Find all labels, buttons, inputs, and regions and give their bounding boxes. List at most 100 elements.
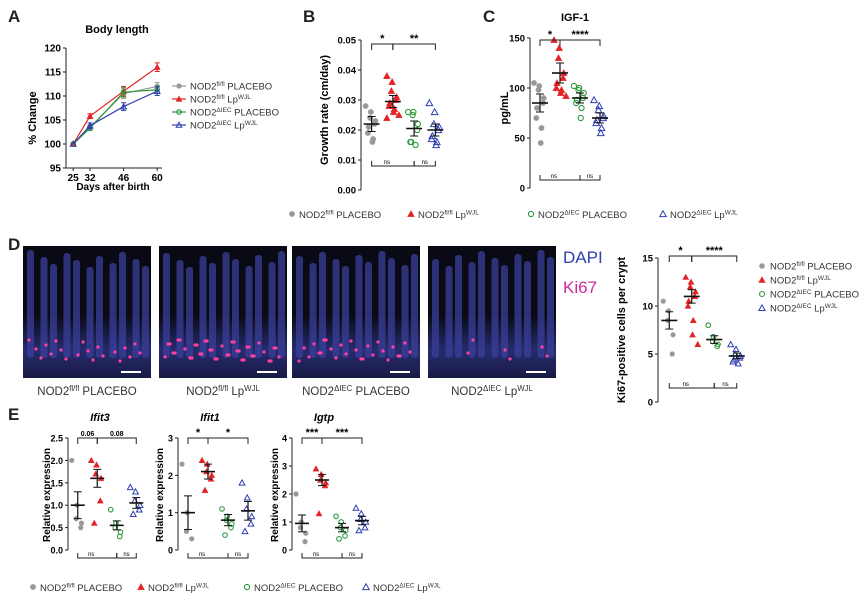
legend-marker <box>289 211 295 217</box>
chart-a-plot-area: 95 100 105 110 115 120 25 32 46 60 <box>44 44 163 185</box>
chart-d-legend-label-suffix: PLACEBO <box>811 290 859 301</box>
villus <box>86 267 94 358</box>
ns-bracket <box>301 553 343 559</box>
ki67-positive-cell <box>545 354 549 358</box>
ki67-positive-cell <box>508 357 512 361</box>
chart-a-legend-label-suffix: Lp <box>231 121 244 132</box>
igtp-scatter: Igtp Relative expression 0 1 2 3 4 *** *** ns ns <box>270 412 370 559</box>
chart-b-ylabel: Growth rate (cm/day) <box>319 55 331 165</box>
ns-bracket <box>539 175 581 181</box>
villus <box>342 266 349 358</box>
ns-bracket <box>413 161 436 167</box>
villus <box>514 254 522 358</box>
ytick-label: 0 <box>648 398 653 409</box>
villus <box>378 251 386 358</box>
ki67-positive-cell <box>319 351 323 355</box>
micrograph-label: NOD2ΔIEC LpWJL <box>451 384 533 398</box>
ki67-positive-cell <box>138 351 142 355</box>
ytick-label: 1.5 <box>50 478 63 488</box>
ki67-positive-cell <box>247 345 251 349</box>
chart-a-legend-label-suffix: PLACEBO <box>231 108 279 119</box>
villus <box>73 260 80 358</box>
data-point <box>535 87 542 93</box>
significance-label: 0.08 <box>110 431 124 438</box>
ki67-positive-cell <box>44 343 48 347</box>
chart-a-series-line <box>72 90 158 145</box>
bottom-legend-label-base: NOD2 <box>148 583 174 594</box>
data-point <box>365 124 372 130</box>
data-point <box>689 331 696 338</box>
ki67-positive-cell <box>59 348 63 352</box>
significance-label: **** <box>571 29 589 41</box>
chart-d-ylabel: Ki67-positive cells per crypt <box>616 257 628 403</box>
data-point <box>389 108 398 115</box>
villus <box>40 257 48 358</box>
bottom-legend-label-sup: fl/fl <box>174 583 182 590</box>
data-point <box>342 533 348 539</box>
ytick-label: 0.5 <box>50 523 63 533</box>
ki67-positive-cell <box>466 351 470 355</box>
ki67-positive-cell <box>386 358 390 362</box>
significance-bracket <box>77 437 98 444</box>
ki67-positive-cell <box>232 340 236 344</box>
ki67-positive-cell <box>503 348 507 352</box>
ytick-label: 0 <box>168 546 173 556</box>
ns-label: ns <box>313 552 319 558</box>
ytick-label: 0 <box>520 184 525 195</box>
ki67-positive-cell <box>307 355 311 359</box>
ki67-positive-cell <box>210 348 214 352</box>
ns-bracket <box>668 383 715 389</box>
legend-label-sup: ΔIEC <box>564 210 579 217</box>
ns-bracket <box>77 553 118 559</box>
ki67-positive-cell <box>297 359 301 363</box>
villus <box>255 255 262 358</box>
ki67-positive-cell <box>133 342 137 346</box>
data-point <box>293 491 299 497</box>
villus <box>278 251 285 358</box>
ki67-positive-cell <box>371 353 375 357</box>
chart-e2-plot-area: 0 1 2 3 * * ns ns <box>168 427 256 559</box>
data-point <box>432 140 441 149</box>
data-point <box>248 512 256 520</box>
data-point <box>383 72 391 79</box>
data-point <box>596 128 605 137</box>
chart-e3-ylabel: Relative expression <box>270 448 281 542</box>
villus <box>365 262 372 358</box>
legend-label-base: NOD2 <box>670 210 696 221</box>
data-point <box>538 125 545 131</box>
legend-marker <box>527 210 535 218</box>
legend-label-base: NOD2 <box>299 210 325 221</box>
legend-marker <box>407 210 415 217</box>
ki67-positive-cell <box>408 350 412 354</box>
villus <box>245 266 253 358</box>
data-point <box>208 471 216 478</box>
chart-a-point <box>153 87 161 94</box>
chart-e1-title: Ifit3 <box>90 412 110 424</box>
bottom-legend-label-base: NOD2 <box>373 583 399 594</box>
chart-a-series-line <box>72 66 158 145</box>
data-point <box>705 322 712 329</box>
ytick-label: 0 <box>282 546 287 556</box>
ytick-label: 2 <box>168 471 173 481</box>
chart-e1-ylabel: Relative expression <box>42 448 53 542</box>
chart-a-xtick-label: 60 <box>152 173 164 184</box>
ki67-positive-cell <box>398 354 402 358</box>
legend-label: NOD2fl/fl LpWJL <box>418 210 479 221</box>
bottom-legend-label-base: NOD2 <box>254 583 280 594</box>
significance-label: * <box>226 427 231 439</box>
significance-label: * <box>196 427 201 439</box>
data-point <box>179 461 185 467</box>
ki67-positive-cell <box>128 355 132 359</box>
chart-c-ylabel: pg/mL <box>499 91 511 124</box>
ytick-label: 10 <box>642 302 653 313</box>
chart-d-legend-label-base: NOD2 <box>770 262 796 273</box>
data-point <box>357 509 365 517</box>
chart-d-legend-marker <box>759 263 765 269</box>
ki67-positive-cell <box>96 345 100 349</box>
ytick-label: 0.04 <box>338 66 357 77</box>
legend-marker <box>658 209 668 218</box>
data-point <box>687 278 695 285</box>
data-point <box>107 506 114 513</box>
